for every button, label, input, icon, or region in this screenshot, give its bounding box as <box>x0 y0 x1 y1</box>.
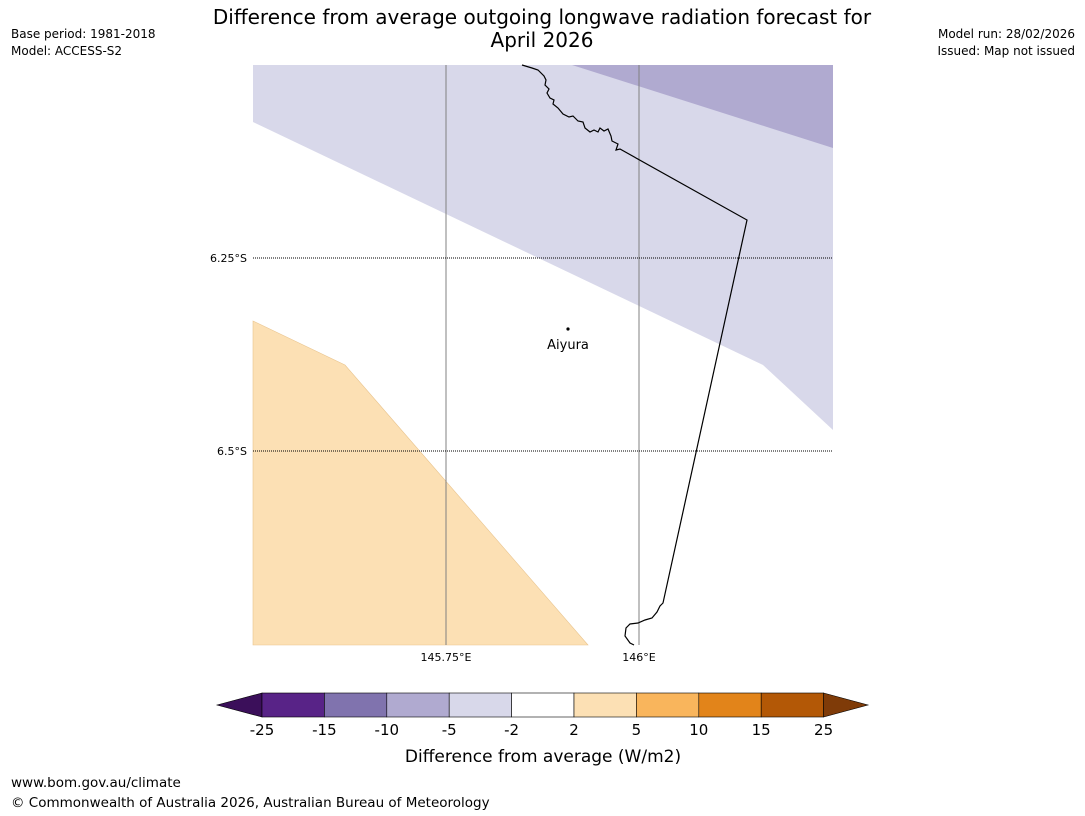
colorbar-bin-6 <box>573 692 637 718</box>
colorbar-tick: 5 <box>632 721 642 739</box>
title-line-2: April 2026 <box>490 28 594 52</box>
footer-url: www.bom.gov.au/climate <box>11 775 181 791</box>
lon-label-145-75: 145.75°E <box>421 651 472 664</box>
colorbar-tick: -10 <box>375 721 400 739</box>
colorbar-tick: -2 <box>504 721 519 739</box>
colorbar-bin-5 <box>511 692 575 718</box>
model-text: Model: ACCESS-S2 <box>11 44 123 58</box>
colorbar-tick: -15 <box>312 721 337 739</box>
colorbar-bin-4 <box>448 692 512 718</box>
model-run-text: Model run: 28/02/2026 <box>937 27 1075 41</box>
colorbar-tick: 15 <box>752 721 771 739</box>
colorbar-extend-high <box>823 692 870 718</box>
colorbar-tick: -25 <box>250 721 275 739</box>
map-title: Difference from average outgoing longwav… <box>172 6 912 52</box>
colorbar-extend-low <box>215 692 263 718</box>
map-panel <box>252 64 833 646</box>
metadata-left: Base period: 1981-2018 Model: ACCESS-S2 <box>11 26 156 60</box>
colorbar-tick: 2 <box>569 721 579 739</box>
colorbar-tick: 25 <box>814 721 833 739</box>
colorbar-ticks: -25 -15 -10 -5 -2 2 5 10 15 25 <box>250 721 833 739</box>
lat-label-6-25: 6.25°S <box>210 252 247 265</box>
colorbar-bin-8 <box>698 692 762 718</box>
metadata-right: Model run: 28/02/2026 Issued: Map not is… <box>937 26 1075 60</box>
colorbar-bin-7 <box>636 692 700 718</box>
anomaly-region-light-purple <box>253 65 833 430</box>
footer-copyright: © Commonwealth of Australia 2026, Austra… <box>11 795 490 811</box>
anomaly-region-light-orange <box>252 320 589 646</box>
colorbar-bin-3 <box>386 692 450 718</box>
colorbar <box>215 692 870 718</box>
colorbar-bin-2 <box>324 692 388 718</box>
colorbar-tick: -5 <box>442 721 457 739</box>
coastline <box>521 64 748 646</box>
colorbar-title: Difference from average (W/m2) <box>405 747 681 767</box>
issued-text: Issued: Map not issued <box>937 44 1075 58</box>
colorbar-bin-1 <box>261 692 325 718</box>
colorbar-tick: 10 <box>689 721 708 739</box>
base-period-text: Base period: 1981-2018 <box>11 27 156 41</box>
lon-label-146: 146°E <box>622 651 655 664</box>
title-line-1: Difference from average outgoing longwav… <box>212 5 872 29</box>
place-label-aiyura: Aiyura <box>547 338 589 353</box>
colorbar-bin-9 <box>760 692 824 718</box>
aiyura-marker <box>566 327 570 331</box>
lat-label-6-5: 6.5°S <box>217 445 247 458</box>
anomaly-region-mid-purple <box>572 65 833 148</box>
